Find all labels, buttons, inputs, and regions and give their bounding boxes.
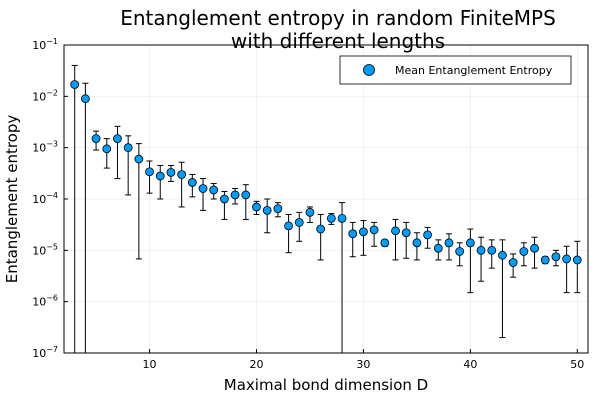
chart-title-line-1: Entanglement entropy in random FiniteMPS [120, 6, 556, 30]
data-point [401, 228, 411, 238]
data-point [562, 254, 572, 264]
data-point [498, 250, 507, 260]
grid-lines [64, 44, 588, 354]
data-point [273, 204, 283, 214]
data-point [572, 255, 582, 265]
data-point [530, 243, 539, 253]
data-point [70, 80, 80, 89]
data-point [433, 243, 443, 253]
plot-frame [63, 44, 589, 354]
data-point [123, 143, 133, 153]
data-point [412, 238, 422, 248]
data-point [465, 238, 475, 248]
data-point [252, 202, 261, 212]
x-tick-label: 30 [356, 358, 370, 371]
y-axis-label: Entanglement entropy [3, 115, 21, 284]
data-point [177, 170, 187, 179]
data-point [455, 247, 465, 256]
data-point [134, 154, 144, 164]
y-tick-label: 10−4 [32, 191, 58, 206]
data-point [145, 167, 154, 177]
axis-ticks: 10 20 30 40 50 10−7 10−6 10−5 10−4 10−3 10−2 10−1 [32, 37, 584, 371]
data-point [80, 94, 90, 104]
data-point [508, 258, 518, 267]
data-point [113, 134, 122, 144]
y-tick-label: 10−3 [32, 140, 58, 155]
data-point [262, 205, 272, 215]
data-point [230, 190, 240, 200]
y-tick-label: 10−1 [32, 37, 58, 52]
data-point [423, 230, 432, 240]
data-point [380, 238, 390, 248]
data-point [209, 185, 219, 195]
data-point [391, 226, 400, 236]
data-point [316, 224, 326, 234]
data-point [305, 207, 315, 217]
data-point [155, 171, 165, 181]
data-point [519, 247, 529, 256]
error-bars [71, 64, 581, 354]
x-axis-label: Maximal bond dimension D [224, 376, 428, 394]
data-point [348, 229, 358, 239]
data-point [444, 238, 454, 248]
x-tick-label: 10 [143, 358, 157, 371]
data-point [551, 252, 561, 262]
data-point [476, 245, 486, 255]
data-point [337, 213, 347, 223]
data-points [70, 80, 582, 267]
data-point [241, 190, 251, 200]
data-point [359, 227, 368, 237]
data-point [284, 221, 293, 231]
y-tick-label: 10−5 [32, 242, 58, 257]
data-point [326, 213, 336, 223]
x-tick-label: 50 [570, 358, 584, 371]
legend-entry-label: Mean Entanglement Entropy [395, 64, 553, 77]
x-tick-label: 20 [249, 358, 263, 371]
x-tick-label: 40 [463, 358, 477, 371]
data-point [220, 194, 229, 204]
legend-marker [363, 64, 375, 76]
data-point [540, 255, 550, 265]
data-point [187, 178, 197, 187]
data-point [166, 167, 176, 177]
data-point [294, 218, 304, 227]
y-tick-label: 10−6 [32, 294, 58, 309]
legend: Mean Entanglement Entropy [339, 55, 572, 85]
data-point [198, 184, 208, 193]
chart-title-line-2: with different lengths [231, 29, 445, 53]
data-point [102, 144, 112, 154]
data-point [369, 225, 379, 235]
data-point [91, 134, 101, 144]
y-tick-label: 10−2 [32, 88, 58, 103]
y-tick-label: 10−7 [32, 345, 58, 360]
data-point [487, 245, 497, 255]
legend-box [339, 55, 572, 85]
